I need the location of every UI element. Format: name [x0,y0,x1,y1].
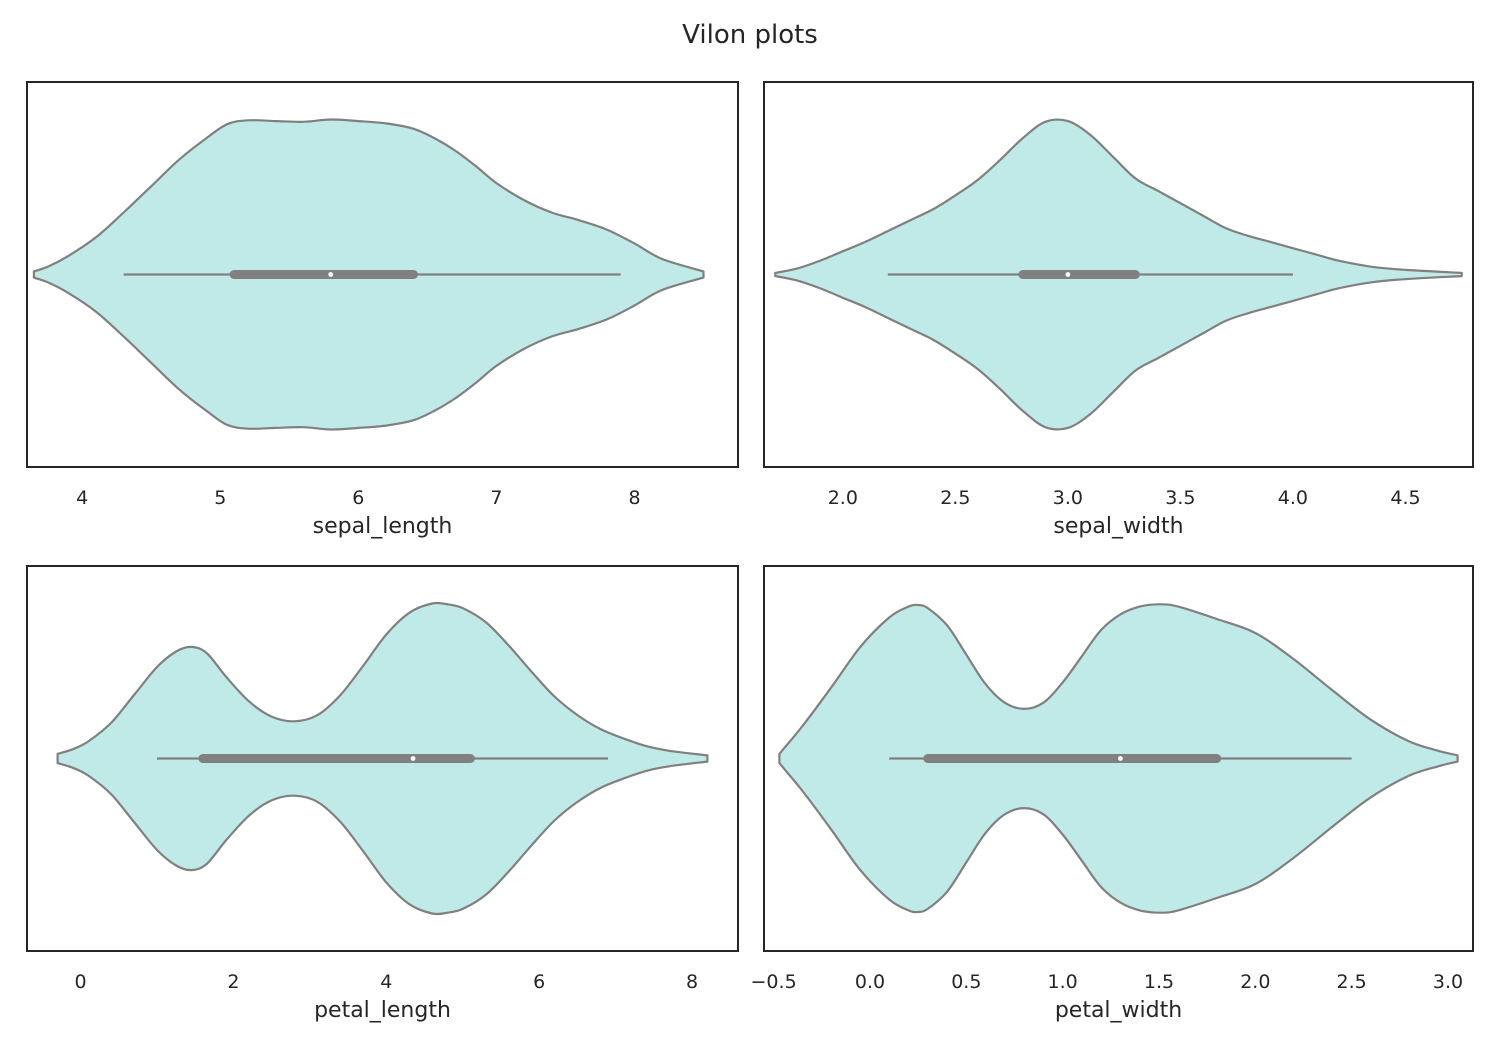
subplot-petal-width: −0.5 0.0 0.5 1.0 1.5 2.0 2.5 3.0 petal_width [751,565,1474,1023]
x-tick-label: 3.0 [1433,971,1463,993]
x-tick-label: 2.5 [940,487,970,509]
x-axis-label: sepal_length [313,514,453,539]
x-tick-label: 0.5 [951,971,981,993]
figure-title: Vilon plots [682,20,818,50]
x-tick-label: 5 [214,487,226,509]
x-tick-label: 8 [686,971,698,993]
median-marker [328,272,334,277]
x-tick-label: 2.0 [1240,971,1270,993]
x-tick-label: 2 [227,971,239,993]
x-axis-label: petal_width [1055,998,1182,1023]
subplot-petal-length: 0 2 4 6 8 petal_length [26,565,739,1023]
x-tick-label: 2.0 [828,487,858,509]
x-tick-label: 7 [490,487,502,509]
x-tick-label: 4 [76,487,88,509]
median-marker [1118,756,1123,761]
x-tick-label: −0.5 [751,971,797,993]
x-tick-label: 0 [74,971,86,993]
median-marker [1065,272,1071,277]
x-tick-label: 4.0 [1278,487,1308,509]
x-tick-label: 1.0 [1047,971,1077,993]
x-axis-label: sepal_width [1053,514,1183,539]
x-tick-label: 1.5 [1144,971,1174,993]
subplot-sepal-width: 2.0 2.5 3.0 3.5 4.0 4.5 sepal_width [763,81,1474,539]
x-tick-label: 8 [628,487,640,509]
axes-frame [26,81,739,468]
median-marker [410,756,416,761]
axes-frame [763,81,1474,468]
x-tick-label: 6 [352,487,364,509]
x-tick-label: 4.5 [1390,487,1420,509]
subplot-sepal-length: 4 5 6 7 8 sepal_length [26,81,739,539]
x-tick-label: 4 [380,971,392,993]
axes-frame [26,565,739,952]
axes-frame [763,565,1474,952]
x-axis-label: petal_length [314,998,451,1023]
x-tick-label: 0.0 [855,971,885,993]
x-tick-label: 6 [533,971,545,993]
x-tick-label: 3.5 [1165,487,1195,509]
x-tick-label: 3.0 [1053,487,1083,509]
x-tick-label: 2.5 [1336,971,1366,993]
